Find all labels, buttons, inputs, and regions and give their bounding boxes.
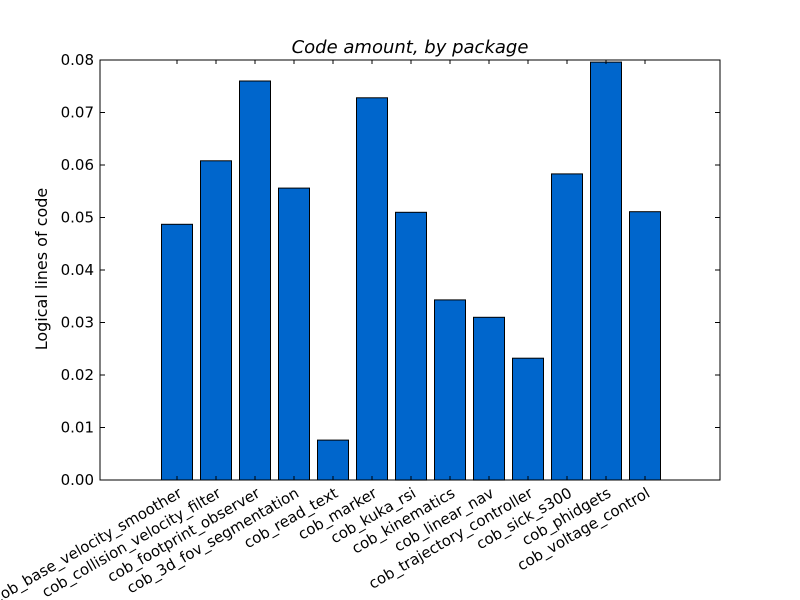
bar-cob_sick_s300	[551, 173, 583, 481]
y-tick-label: 0.07	[61, 104, 94, 122]
y-tick-label: 0.03	[61, 314, 94, 332]
y-tick-label: 0.00	[61, 471, 94, 489]
y-tick-label: 0.02	[61, 366, 94, 384]
bar-cob_phidgets	[590, 61, 622, 481]
y-ticks: 0.00 0.01 0.02 0.03 0.04 0.05 0.06 0.07 0.08	[61, 51, 720, 489]
bar-cob_trajectory_controller	[512, 357, 544, 481]
bar-cob_kinematics	[434, 299, 466, 481]
bar-cob_collision_velocity_filter	[200, 160, 232, 481]
bar-cob_voltage_control	[629, 211, 661, 481]
bars-layer	[161, 61, 661, 481]
y-tick-label: 0.01	[61, 419, 94, 437]
y-tick-label: 0.08	[61, 51, 94, 69]
y-tick-label: 0.04	[61, 261, 94, 279]
bar-cob_linear_nav	[473, 316, 505, 481]
y-tick-label: 0.05	[61, 209, 94, 227]
bar-cob_marker	[356, 97, 388, 481]
chart-title: Code amount, by package	[292, 37, 529, 58]
bar-cob_3d_fov_segmentation	[278, 187, 310, 481]
x-tick-labels: cob_base_velocity_smoothercob_collision_…	[0, 60, 654, 600]
bar-cob_footprint_observer	[239, 80, 271, 481]
bar-cob_base_velocity_smoother	[161, 223, 193, 481]
bar-cob_kuka_rsi	[395, 211, 427, 481]
y-axis-label: Logical lines of code	[32, 188, 51, 351]
y-tick-label: 0.06	[61, 156, 94, 174]
bar-cob_read_text	[317, 439, 349, 481]
